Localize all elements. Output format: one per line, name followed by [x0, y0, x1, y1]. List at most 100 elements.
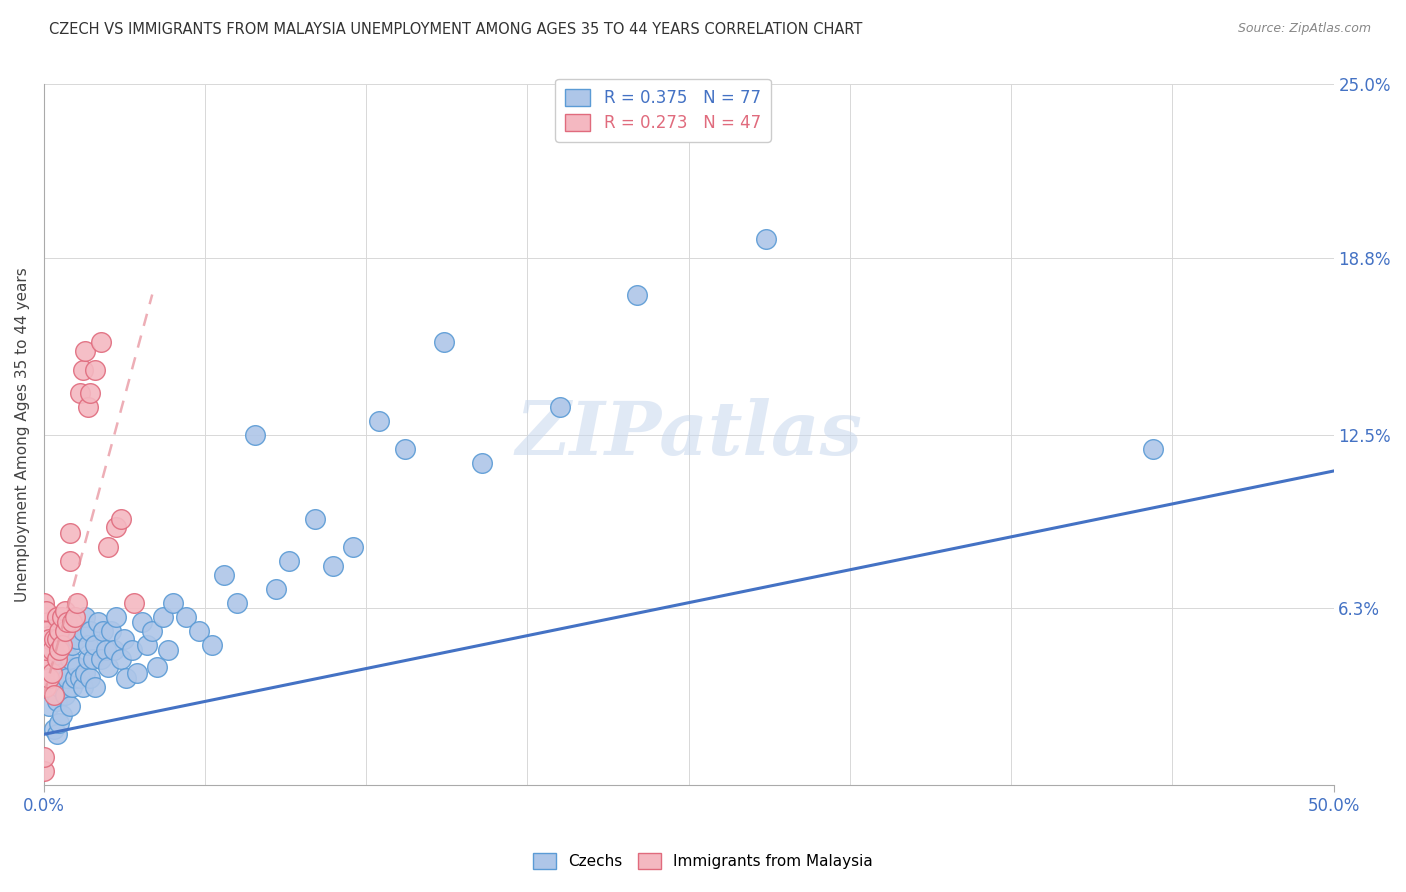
Point — [35, 624, 58, 638]
Point — [214, 567, 236, 582]
Point — [152, 609, 174, 624]
Point — [90, 651, 112, 665]
Point — [84, 638, 107, 652]
Point — [322, 559, 344, 574]
Point — [125, 665, 148, 680]
Point — [59, 554, 82, 568]
Point — [187, 624, 209, 638]
Point — [1142, 442, 1164, 456]
Point — [69, 385, 91, 400]
Point — [45, 632, 67, 646]
Point — [110, 651, 132, 665]
Point — [32, 609, 55, 624]
Point — [44, 624, 66, 638]
Point — [72, 680, 94, 694]
Text: Source: ZipAtlas.com: Source: ZipAtlas.com — [1237, 22, 1371, 36]
Point — [53, 624, 76, 638]
Point — [174, 609, 197, 624]
Point — [41, 632, 63, 646]
Point — [45, 694, 67, 708]
Text: ZIPatlas: ZIPatlas — [515, 399, 862, 471]
Point — [141, 624, 163, 638]
Point — [100, 624, 122, 638]
Point — [146, 660, 169, 674]
Point — [79, 385, 101, 400]
Point — [103, 643, 125, 657]
Point — [56, 671, 79, 685]
Point — [35, 660, 58, 674]
Point — [76, 400, 98, 414]
Point — [60, 680, 83, 694]
Point — [79, 624, 101, 638]
Point — [35, 604, 58, 618]
Point — [32, 749, 55, 764]
Point — [32, 624, 55, 638]
Point — [121, 643, 143, 657]
Point — [162, 596, 184, 610]
Point — [32, 615, 55, 630]
Point — [32, 660, 55, 674]
Point — [59, 525, 82, 540]
Point — [35, 680, 58, 694]
Point — [32, 671, 55, 685]
Point — [32, 638, 55, 652]
Point — [60, 615, 83, 630]
Point — [97, 660, 120, 674]
Point — [38, 671, 60, 685]
Point — [76, 651, 98, 665]
Point — [75, 665, 97, 680]
Point — [53, 643, 76, 657]
Point — [226, 596, 249, 610]
Point — [79, 671, 101, 685]
Point — [53, 688, 76, 702]
Point — [131, 615, 153, 630]
Point — [69, 671, 91, 685]
Point — [48, 643, 70, 657]
Point — [200, 638, 222, 652]
Point — [60, 638, 83, 652]
Point — [66, 632, 89, 646]
Point — [32, 596, 55, 610]
Point — [122, 596, 145, 610]
Point — [56, 615, 79, 630]
Point — [72, 624, 94, 638]
Point — [48, 716, 70, 731]
Point — [433, 335, 456, 350]
Point — [72, 363, 94, 377]
Point — [342, 540, 364, 554]
Point — [471, 456, 494, 470]
Point — [75, 609, 97, 624]
Point — [66, 596, 89, 610]
Point — [63, 615, 86, 630]
Point — [53, 604, 76, 618]
Point — [59, 699, 82, 714]
Point — [32, 764, 55, 778]
Legend: Czechs, Immigrants from Malaysia: Czechs, Immigrants from Malaysia — [527, 847, 879, 875]
Point — [245, 427, 267, 442]
Point — [105, 609, 128, 624]
Point — [41, 660, 63, 674]
Point — [76, 638, 98, 652]
Point — [44, 722, 66, 736]
Point — [755, 231, 778, 245]
Point — [48, 624, 70, 638]
Point — [548, 400, 571, 414]
Point — [112, 632, 135, 646]
Legend: R = 0.375   N = 77, R = 0.273   N = 47: R = 0.375 N = 77, R = 0.273 N = 47 — [555, 78, 770, 142]
Point — [41, 643, 63, 657]
Point — [394, 442, 416, 456]
Point — [277, 554, 299, 568]
Point — [84, 680, 107, 694]
Point — [82, 651, 104, 665]
Point — [35, 643, 58, 657]
Point — [87, 615, 110, 630]
Point — [626, 287, 648, 301]
Point — [110, 511, 132, 525]
Point — [38, 699, 60, 714]
Point — [304, 511, 326, 525]
Point — [368, 414, 391, 428]
Point — [51, 665, 73, 680]
Point — [97, 540, 120, 554]
Point — [32, 651, 55, 665]
Point — [44, 671, 66, 685]
